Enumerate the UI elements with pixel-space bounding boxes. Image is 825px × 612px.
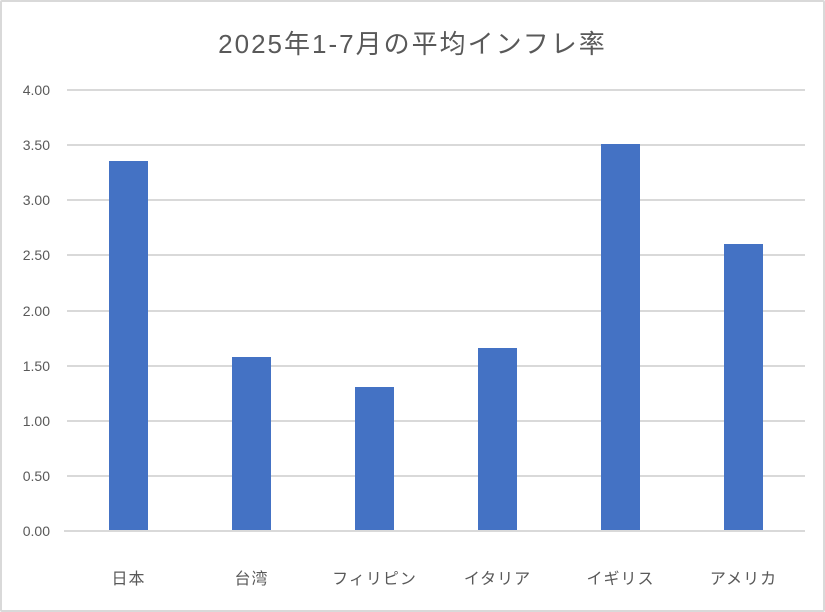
y-tick-label: 0.00 bbox=[22, 523, 50, 539]
bar-5 bbox=[724, 244, 763, 531]
x-axis-label: 日本 bbox=[111, 571, 146, 588]
gridline bbox=[67, 419, 805, 422]
x-axis-line bbox=[64, 530, 805, 532]
x-axis-label: イタリア bbox=[463, 571, 532, 588]
chart-title: 2025年1-7月の平均インフレ率 bbox=[218, 29, 607, 59]
y-tick-label: 1.50 bbox=[22, 357, 50, 374]
gridline bbox=[67, 144, 805, 147]
y-tick-label: 4.00 bbox=[22, 82, 50, 98]
gridline bbox=[67, 254, 805, 257]
gridline bbox=[67, 89, 805, 91]
gridline bbox=[67, 309, 805, 312]
plot-area bbox=[64, 89, 805, 532]
y-tick-label: 1.00 bbox=[22, 412, 50, 429]
x-axis-label: 台湾 bbox=[234, 571, 269, 588]
bar-4 bbox=[601, 144, 640, 531]
y-tick-label: 2.50 bbox=[22, 247, 50, 264]
gridline bbox=[67, 474, 805, 477]
y-tick-label: 3.00 bbox=[22, 192, 50, 209]
x-axis-label: イギリス bbox=[586, 571, 655, 588]
bar-2 bbox=[355, 387, 394, 531]
y-tick-label: 3.50 bbox=[22, 137, 50, 154]
gridline bbox=[67, 364, 805, 367]
y-tick-label: 0.50 bbox=[22, 467, 50, 484]
x-axis-label: フィリピン bbox=[332, 571, 417, 588]
x-axis-label: アメリカ bbox=[709, 571, 778, 588]
bar-3 bbox=[478, 348, 517, 531]
bar-0 bbox=[109, 161, 148, 531]
bar-1 bbox=[232, 357, 271, 531]
y-tick-label: 2.00 bbox=[22, 302, 50, 319]
gridline bbox=[67, 199, 805, 202]
